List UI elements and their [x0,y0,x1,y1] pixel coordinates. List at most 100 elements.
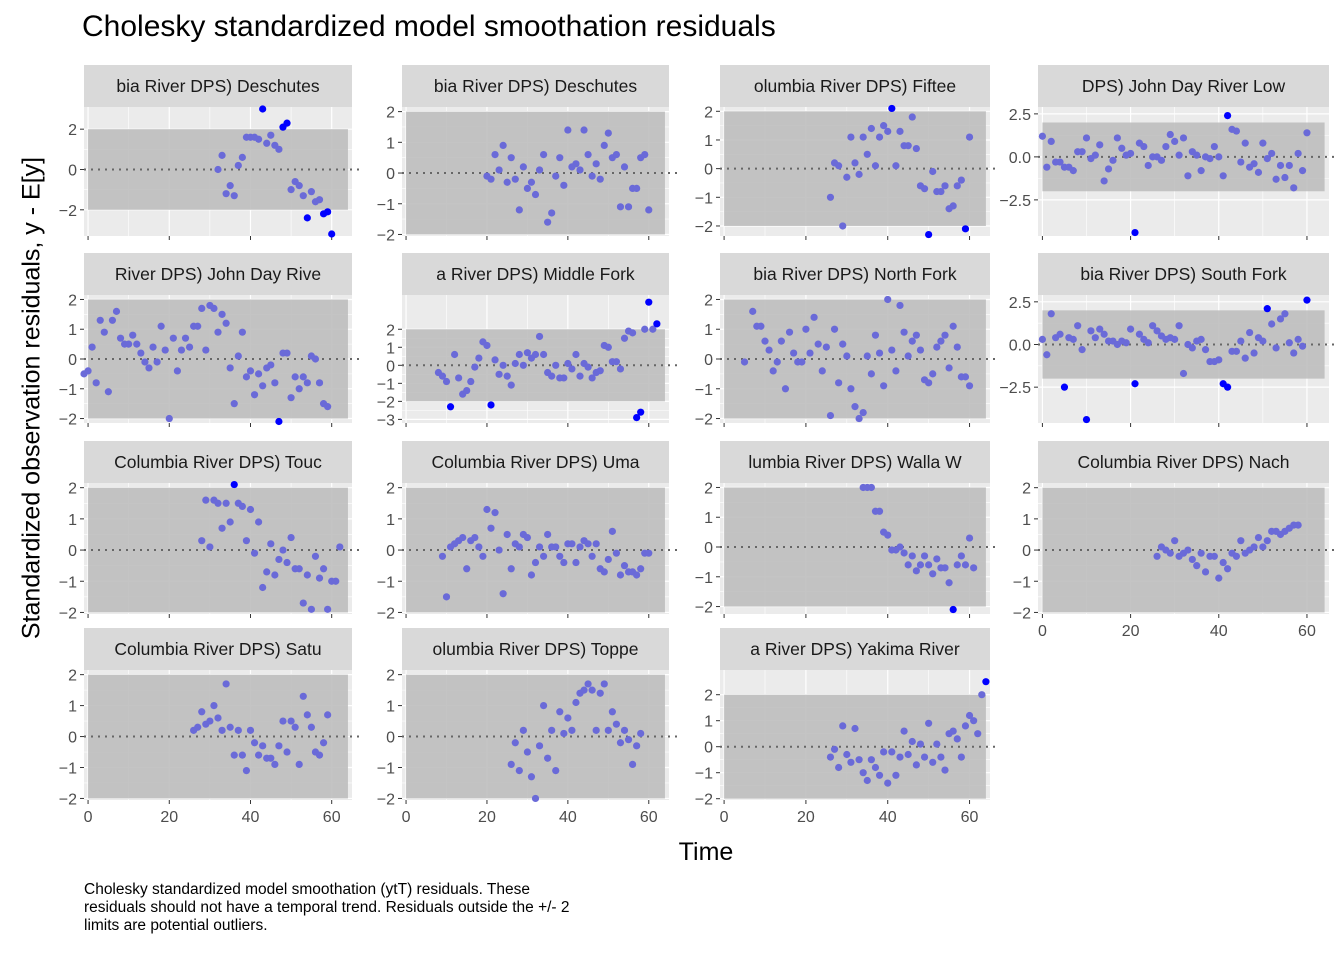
residual-point [295,182,303,190]
residual-point [169,334,177,342]
residual-point [1100,330,1108,338]
residual-point [539,151,548,159]
outlier-point [230,480,238,489]
residual-point [1281,173,1289,182]
outlier-point [487,401,495,409]
residual-point [267,361,275,369]
outlier-point [925,230,933,239]
residual-point [287,394,295,402]
residual-point [616,739,625,747]
residual-point [463,565,471,573]
residual-point [88,343,96,351]
residual-point [749,307,757,315]
residual-point [925,719,933,727]
residual-point [916,740,925,748]
outlier-point [303,214,311,222]
residual-point [242,373,251,381]
facet-strip-label: bia River DPS) Deschutes [434,76,638,96]
residual-point [1038,132,1047,140]
y-tick-label: 2 [68,122,77,139]
outlier-point [961,225,970,233]
residual-point [830,325,839,333]
residual-point [491,356,499,364]
residual-point [250,739,259,747]
facet-strip [720,441,990,483]
residual-point [576,543,584,551]
residual-point [645,206,653,214]
residual-point [438,372,447,380]
residual-point [806,349,814,357]
residual-point [978,691,986,699]
residual-point [218,151,226,159]
residual-point [941,331,949,339]
residual-point [1232,127,1241,135]
residual-point [263,568,271,576]
residual-point [1276,161,1285,170]
residual-point [1056,158,1064,166]
residual-point [255,370,263,378]
y-tick-label: 0 [1022,543,1031,560]
y-tick-label: 2 [68,292,77,309]
residual-point [790,349,798,357]
residual-point [965,133,974,141]
y-tick-label: −2 [59,791,77,808]
y-tick-label: −2 [59,203,77,220]
residual-point [588,374,596,382]
residual-point [1113,134,1121,142]
residual-point [851,403,859,411]
residual-point [773,358,781,366]
residual-point [455,374,463,382]
residual-point [104,388,112,396]
residual-point [912,144,920,153]
residual-point [487,175,495,183]
residual-point [483,341,491,350]
residual-point [1285,161,1293,170]
y-tick-label: 1 [1022,512,1031,529]
outlier-point [645,298,653,306]
residual-point [1078,346,1086,354]
residual-point [904,142,912,150]
residual-point [572,558,580,567]
facet-strip-label: bia River DPS) Deschutes [116,76,320,96]
residual-point [1237,158,1245,166]
outlier-point [275,417,283,426]
facet-strip-label: Columbia River DPS) Satu [114,639,321,659]
residual-point [539,552,548,560]
residual-point [560,558,568,567]
x-tick-label: 60 [1298,623,1316,640]
residual-point [467,377,475,386]
facet-strip-label: Columbia River DPS) Nach [1077,452,1289,472]
y-tick-label: 1 [68,512,77,529]
facet-strip-label: a River DPS) Middle Fork [436,264,635,284]
residual-point [499,361,507,369]
facet-strip [402,441,669,483]
residual-point [202,496,210,504]
residual-point [515,206,523,214]
residual-point [604,129,612,137]
residual-point [871,162,880,170]
residual-point [319,565,328,573]
residual-point [153,358,161,366]
residual-point [307,188,315,196]
residual-point [596,367,604,375]
residual-point [875,771,884,779]
residual-point [303,711,311,719]
residual-point [129,331,137,339]
residual-point [523,748,532,756]
outlier-point [1303,296,1311,304]
caption-line: residuals should not have a temporal tre… [84,898,570,916]
residual-point [230,751,238,759]
residual-point [965,711,974,720]
residual-point [214,499,222,507]
y-tick-label: −1 [695,570,713,587]
residual-point [515,766,523,775]
residual-point [908,552,916,560]
residual-point [1294,521,1302,529]
residual-point [612,358,621,366]
y-tick-label: −2 [695,792,713,809]
residual-point [1268,320,1276,328]
residual-point [900,549,908,557]
residual-point [576,372,584,380]
